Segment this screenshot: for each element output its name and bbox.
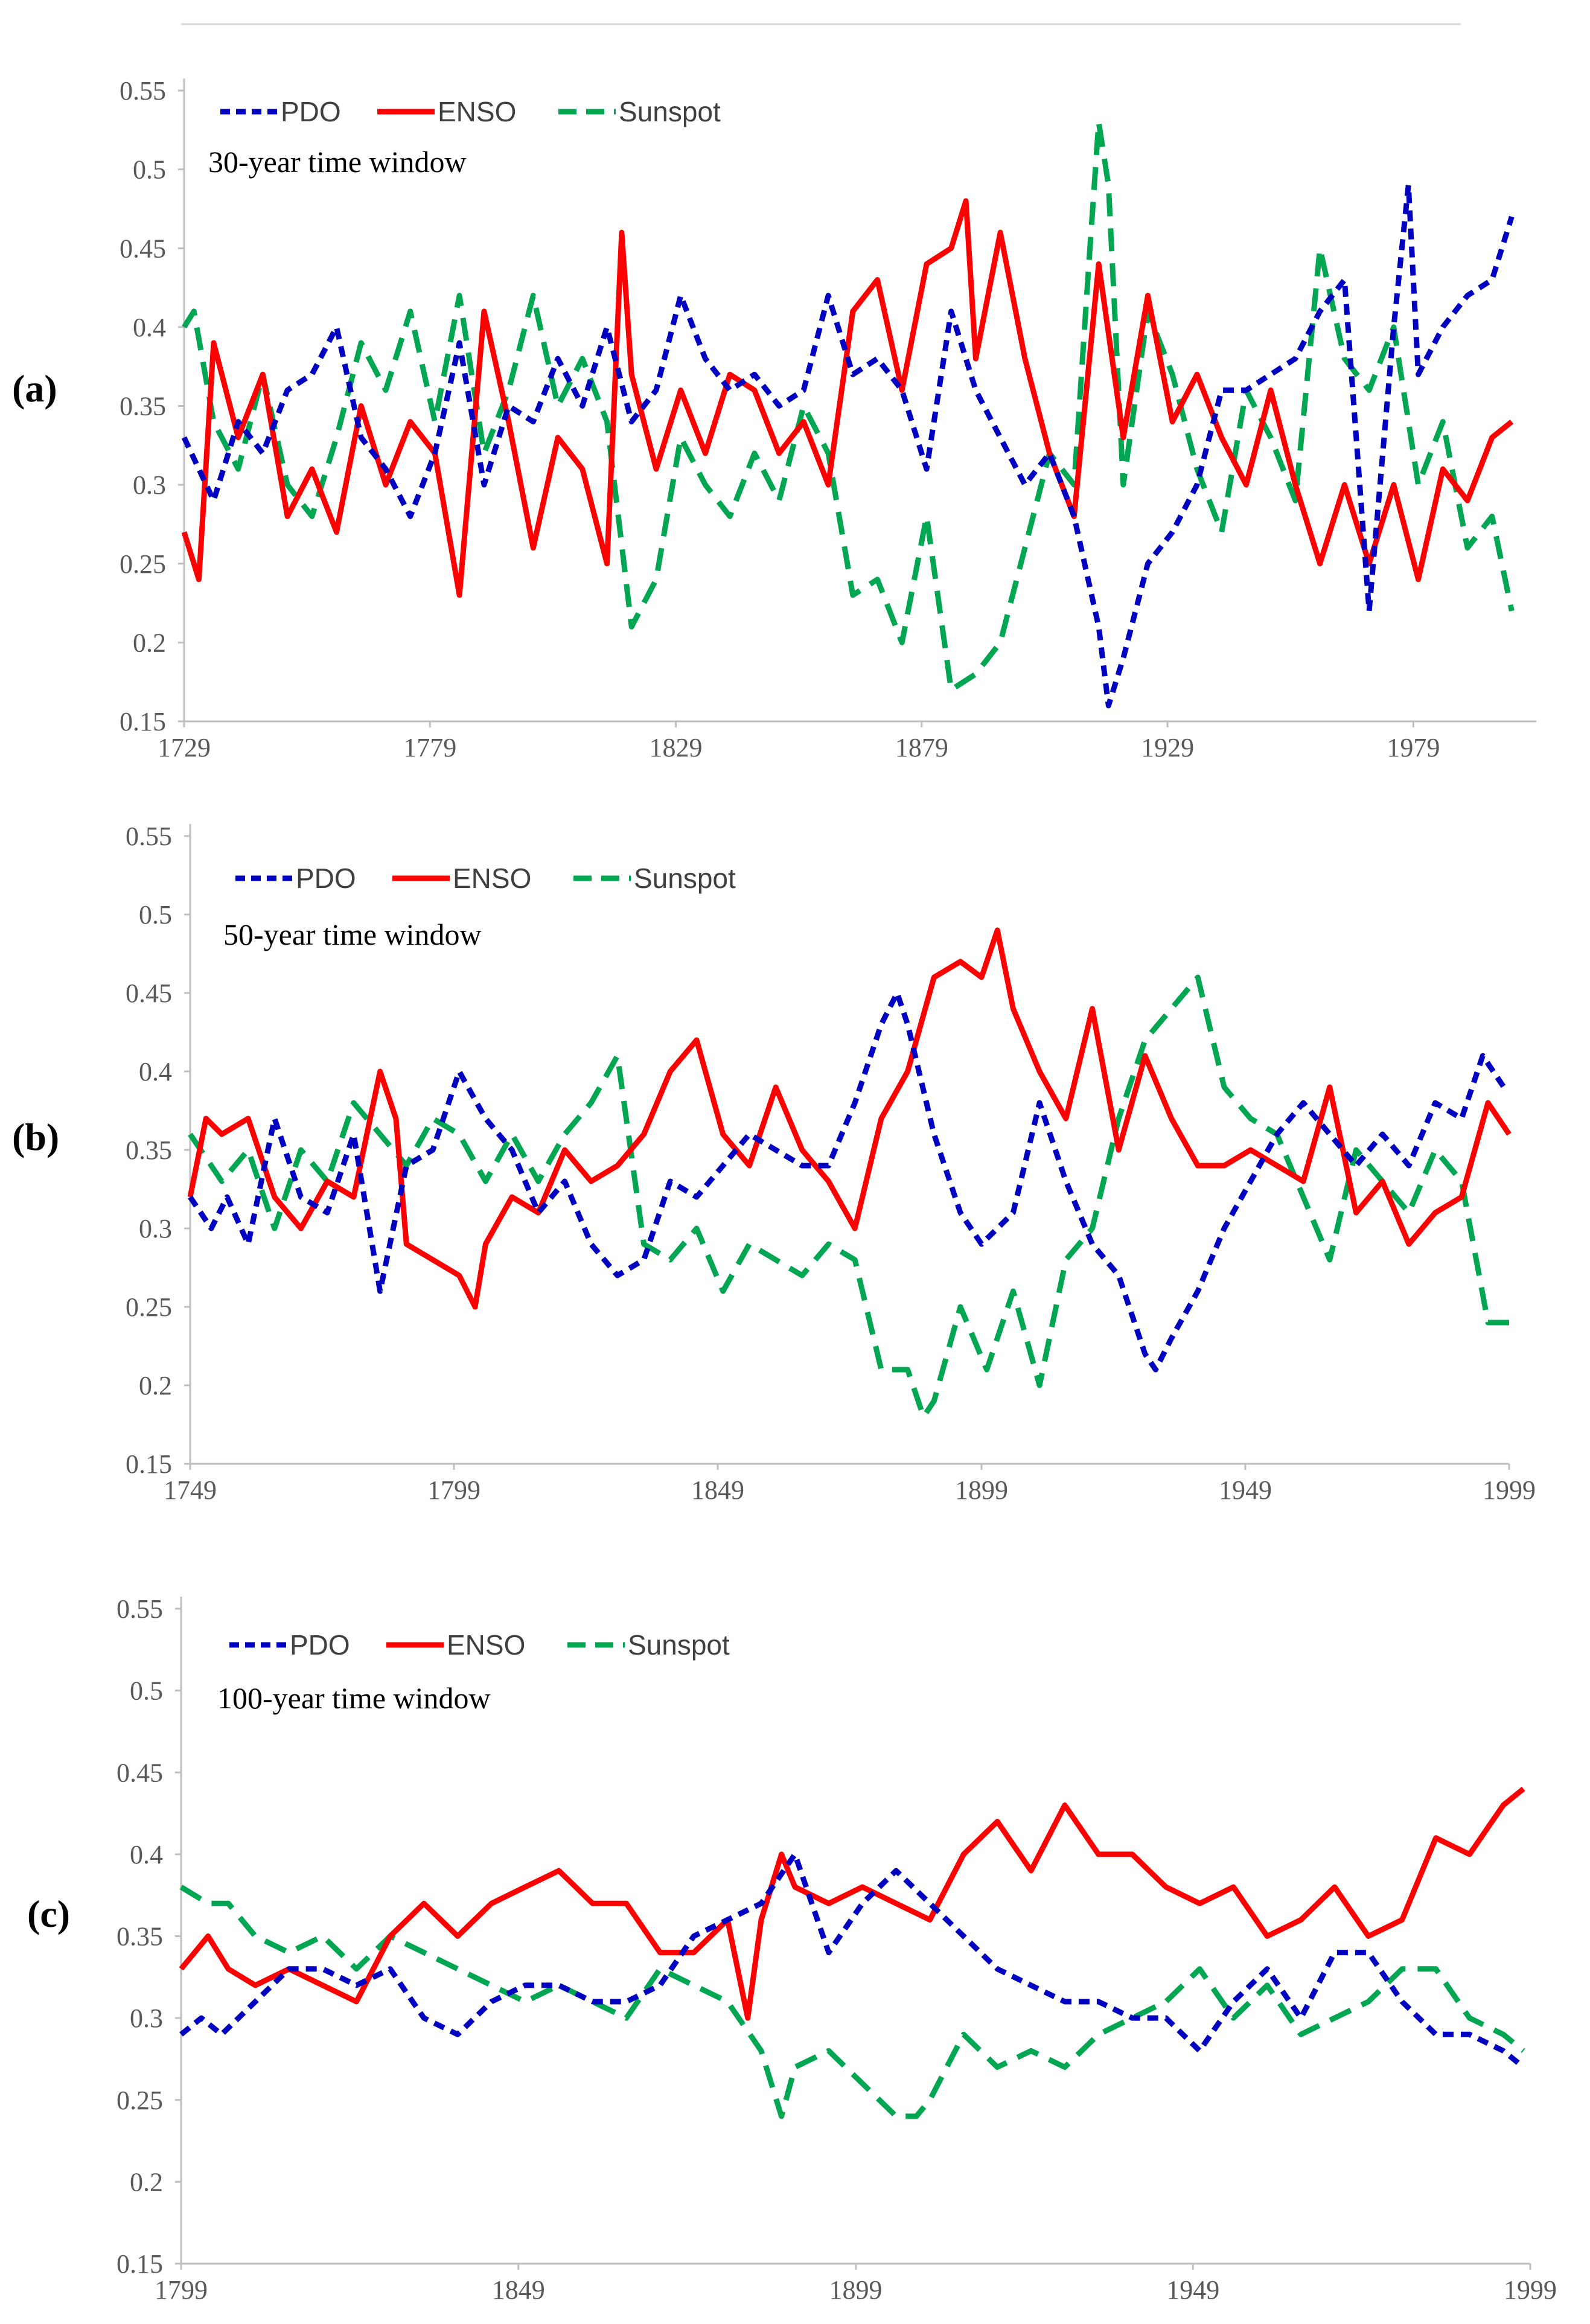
series-line-sunspot bbox=[188, 974, 1509, 1420]
series-lines bbox=[187, 927, 1512, 1420]
y-tick-label: 0.5 bbox=[130, 1676, 163, 1706]
x-tick-label: 1999 bbox=[1483, 1475, 1536, 1505]
legend-entry-pdo: PDO bbox=[281, 96, 341, 127]
axis-ticks: 0.15 0.2 0.25 0.3 0.35 0.4 0.45 0.5 0.55 1729 1779… bbox=[120, 76, 1536, 762]
panel-a: (a) 30-year time window 0.150.20.250.30.… bbox=[12, 76, 1536, 762]
y-tick-label: 0.25 bbox=[117, 2086, 163, 2115]
panel-label: (a) bbox=[12, 367, 57, 410]
y-tick-label: 0.35 bbox=[120, 392, 166, 421]
panel-label: (c) bbox=[27, 1892, 70, 1935]
y-tick-label: 0.55 bbox=[126, 822, 172, 851]
y-tick-label: 0.35 bbox=[117, 1922, 163, 1952]
panel-c: (c) 100-year time window 0.150.20.250.30… bbox=[27, 1594, 1557, 2305]
y-tick-label: 0.55 bbox=[117, 1594, 163, 1624]
x-tick-label: 1879 bbox=[895, 733, 948, 762]
legend-entry-enso: ENSO bbox=[447, 1629, 525, 1661]
legend-entry-pdo: PDO bbox=[290, 1629, 350, 1661]
legend: PDO ENSO Sunspot bbox=[229, 1629, 730, 1661]
axis-ticks: 0.15 0.2 0.25 0.3 0.35 0.4 0.45 0.5 0.55 1749 1799… bbox=[126, 822, 1536, 1505]
legend-entry-sunspot: Sunspot bbox=[619, 96, 721, 127]
y-tick-label: 0.3 bbox=[133, 470, 166, 500]
series-line-enso bbox=[187, 927, 1512, 1310]
y-tick-label: 0.5 bbox=[139, 900, 172, 930]
x-tick-label: 1749 bbox=[164, 1475, 217, 1505]
panel-label: (b) bbox=[12, 1116, 59, 1158]
y-tick-label: 0.15 bbox=[126, 1449, 172, 1479]
y-tick-label: 0.2 bbox=[130, 2167, 163, 2197]
series-line-sunspot bbox=[182, 119, 1515, 693]
x-tick-label: 1999 bbox=[1504, 2275, 1557, 2305]
y-tick-label: 0.25 bbox=[126, 1292, 172, 1322]
x-tick-label: 1829 bbox=[650, 733, 703, 762]
series-line-pdo bbox=[181, 182, 1515, 709]
y-tick-label: 0.15 bbox=[117, 2249, 163, 2279]
legend-entry-pdo: PDO bbox=[296, 863, 356, 894]
series-line-pdo bbox=[188, 990, 1507, 1373]
y-tick-label: 0.45 bbox=[126, 978, 172, 1008]
series-line-enso bbox=[179, 1786, 1525, 2021]
series-lines bbox=[179, 1786, 1525, 2119]
series-lines bbox=[181, 119, 1515, 709]
y-tick-label: 0.15 bbox=[120, 707, 166, 736]
y-tick-label: 0.4 bbox=[130, 1840, 163, 1869]
x-tick-label: 1899 bbox=[955, 1475, 1008, 1505]
x-tick-label: 1849 bbox=[691, 1475, 744, 1505]
y-tick-label: 0.5 bbox=[133, 155, 166, 185]
x-tick-label: 1899 bbox=[829, 2275, 883, 2305]
legend-entry-enso: ENSO bbox=[453, 863, 531, 894]
x-tick-label: 1849 bbox=[492, 2275, 545, 2305]
legend-entry-enso: ENSO bbox=[438, 96, 516, 127]
x-tick-label: 1799 bbox=[427, 1475, 481, 1505]
legend-entry-sunspot: Sunspot bbox=[628, 1629, 730, 1661]
y-tick-label: 0.45 bbox=[117, 1758, 163, 1787]
window-annotation: 50-year time window bbox=[223, 918, 482, 951]
y-tick-label: 0.55 bbox=[120, 76, 166, 106]
y-tick-label: 0.45 bbox=[120, 234, 166, 263]
x-tick-label: 1799 bbox=[155, 2275, 208, 2305]
y-tick-label: 0.4 bbox=[133, 313, 166, 342]
y-tick-label: 0.2 bbox=[139, 1371, 172, 1400]
y-tick-label: 0.2 bbox=[133, 628, 166, 657]
window-annotation: 30-year time window bbox=[208, 145, 467, 179]
series-line-enso bbox=[181, 198, 1514, 598]
x-tick-label: 1729 bbox=[158, 733, 211, 762]
y-tick-label: 0.3 bbox=[130, 2003, 163, 2033]
y-tick-label: 0.35 bbox=[126, 1135, 172, 1165]
x-tick-label: 1949 bbox=[1219, 1475, 1272, 1505]
legend-entry-sunspot: Sunspot bbox=[634, 863, 736, 894]
y-tick-label: 0.3 bbox=[139, 1214, 172, 1243]
window-annotation: 100-year time window bbox=[217, 1681, 491, 1715]
axis-ticks: 0.15 0.2 0.25 0.3 0.35 0.4 0.45 0.5 0.55 1799 1849… bbox=[117, 1594, 1557, 2305]
x-tick-label: 1949 bbox=[1166, 2275, 1219, 2305]
x-tick-label: 1929 bbox=[1141, 733, 1194, 762]
x-tick-label: 1979 bbox=[1387, 733, 1440, 762]
x-tick-label: 1779 bbox=[403, 733, 456, 762]
y-tick-label: 0.25 bbox=[120, 549, 166, 579]
legend: PDO ENSO Sunspot bbox=[220, 96, 721, 127]
series-line-pdo bbox=[179, 1851, 1525, 2069]
legend: PDO ENSO Sunspot bbox=[235, 863, 736, 894]
panel-b: (b) 50-year time window 0.150.20.250.30.… bbox=[12, 822, 1536, 1505]
y-tick-label: 0.4 bbox=[139, 1057, 172, 1087]
